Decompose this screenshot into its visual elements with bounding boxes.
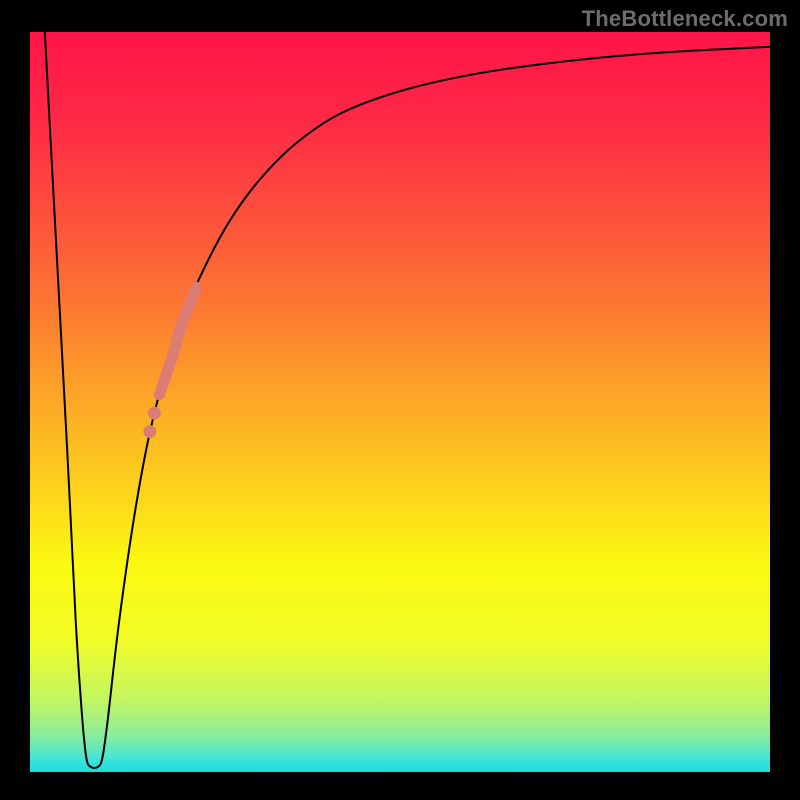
chart-container: TheBottleneck.com xyxy=(0,0,800,800)
highlight-dot xyxy=(143,425,156,438)
highlight-dot xyxy=(148,407,161,420)
bottleneck-curve-chart xyxy=(0,0,800,800)
watermark-text: TheBottleneck.com xyxy=(582,6,788,32)
